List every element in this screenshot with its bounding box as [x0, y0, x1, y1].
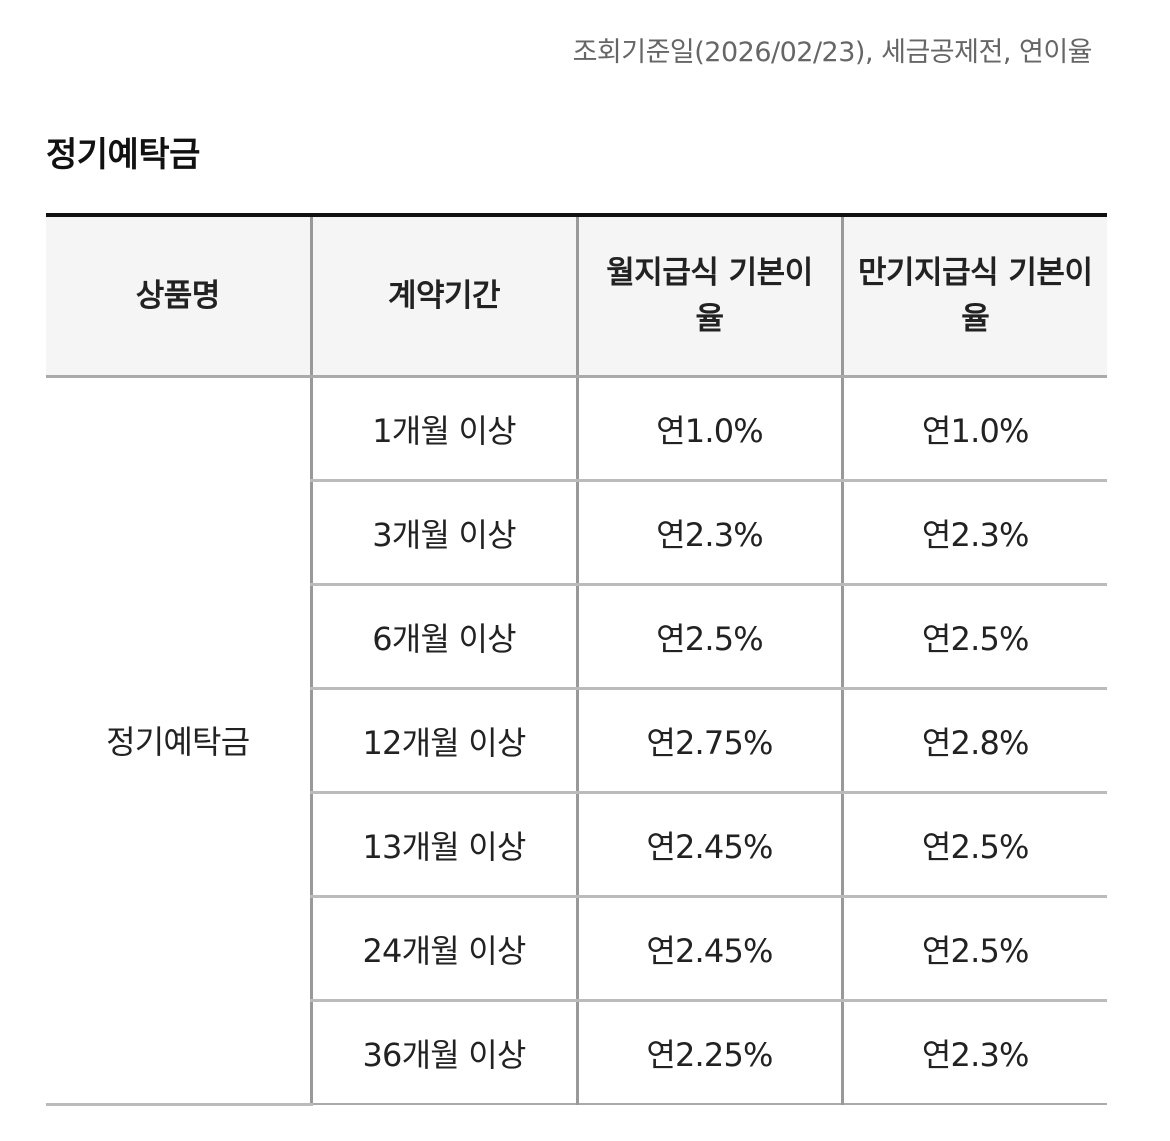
- header-contract-period: 계약기간: [309, 215, 577, 378]
- section-title: 정기예탁금: [46, 135, 200, 175]
- maturity-rate-cell: 연2.3%: [840, 1000, 1107, 1104]
- monthly-rate-cell: 연2.45%: [575, 896, 842, 1002]
- maturity-rate-cell: 연2.5%: [840, 896, 1107, 1002]
- monthly-rate-cell: 연2.25%: [575, 1000, 842, 1104]
- contract-period-cell: 36개월 이상: [309, 1000, 577, 1104]
- table-row: 36개월 이상 연2.25% 연2.3%: [46, 1000, 1107, 1104]
- table-row: 12개월 이상 연2.75% 연2.8%: [46, 688, 1107, 794]
- product-name-cell: 정기예탁금: [46, 376, 311, 1106]
- table-row: 정기예탁금 1개월 이상 연1.0% 연1.0%: [46, 376, 1107, 1106]
- table-row: 3개월 이상 연2.3% 연2.3%: [46, 480, 1107, 586]
- header-monthly-rate: 월지급식 기본이율: [575, 215, 842, 378]
- maturity-rate-cell: 연2.3%: [840, 480, 1107, 586]
- contract-period-cell: 12개월 이상: [309, 688, 577, 794]
- header-maturity-rate: 만기지급식 기본이율: [840, 215, 1107, 378]
- maturity-rate-cell: 연1.0%: [840, 376, 1107, 482]
- monthly-rate-cell: 연2.45%: [575, 792, 842, 898]
- table-row: 24개월 이상 연2.45% 연2.5%: [46, 896, 1107, 1002]
- monthly-rate-cell: 연1.0%: [575, 376, 842, 482]
- contract-period-cell: 24개월 이상: [309, 896, 577, 1002]
- contract-period-cell: 6개월 이상: [309, 584, 577, 690]
- rate-reference-notice: 조회기준일(2026/02/23), 세금공제전, 연이율: [572, 37, 1093, 68]
- monthly-rate-cell: 연2.75%: [575, 688, 842, 794]
- monthly-rate-cell: 연2.3%: [575, 480, 842, 586]
- maturity-rate-cell: 연2.5%: [840, 584, 1107, 690]
- monthly-rate-cell: 연2.5%: [575, 584, 842, 690]
- table-row: 6개월 이상 연2.5% 연2.5%: [46, 584, 1107, 690]
- header-product-name: 상품명: [46, 215, 311, 378]
- contract-period-cell: 1개월 이상: [309, 376, 577, 482]
- table-body: 정기예탁금 1개월 이상 연1.0% 연1.0% 3개월 이상 연2.3% 연2…: [46, 376, 1107, 1106]
- contract-period-cell: 3개월 이상: [309, 480, 577, 586]
- table-header-row: 상품명 계약기간 월지급식 기본이율 만기지급식 기본이율: [46, 215, 1107, 378]
- contract-period-cell: 13개월 이상: [309, 792, 577, 898]
- table-row: 13개월 이상 연2.45% 연2.5%: [46, 792, 1107, 898]
- maturity-rate-cell: 연2.8%: [840, 688, 1107, 794]
- maturity-rate-cell: 연2.5%: [840, 792, 1107, 898]
- table-header: 상품명 계약기간 월지급식 기본이율 만기지급식 기본이율: [46, 215, 1107, 378]
- interest-rate-table: 상품명 계약기간 월지급식 기본이율 만기지급식 기본이율 정기예탁금 1개월 …: [46, 213, 1107, 1106]
